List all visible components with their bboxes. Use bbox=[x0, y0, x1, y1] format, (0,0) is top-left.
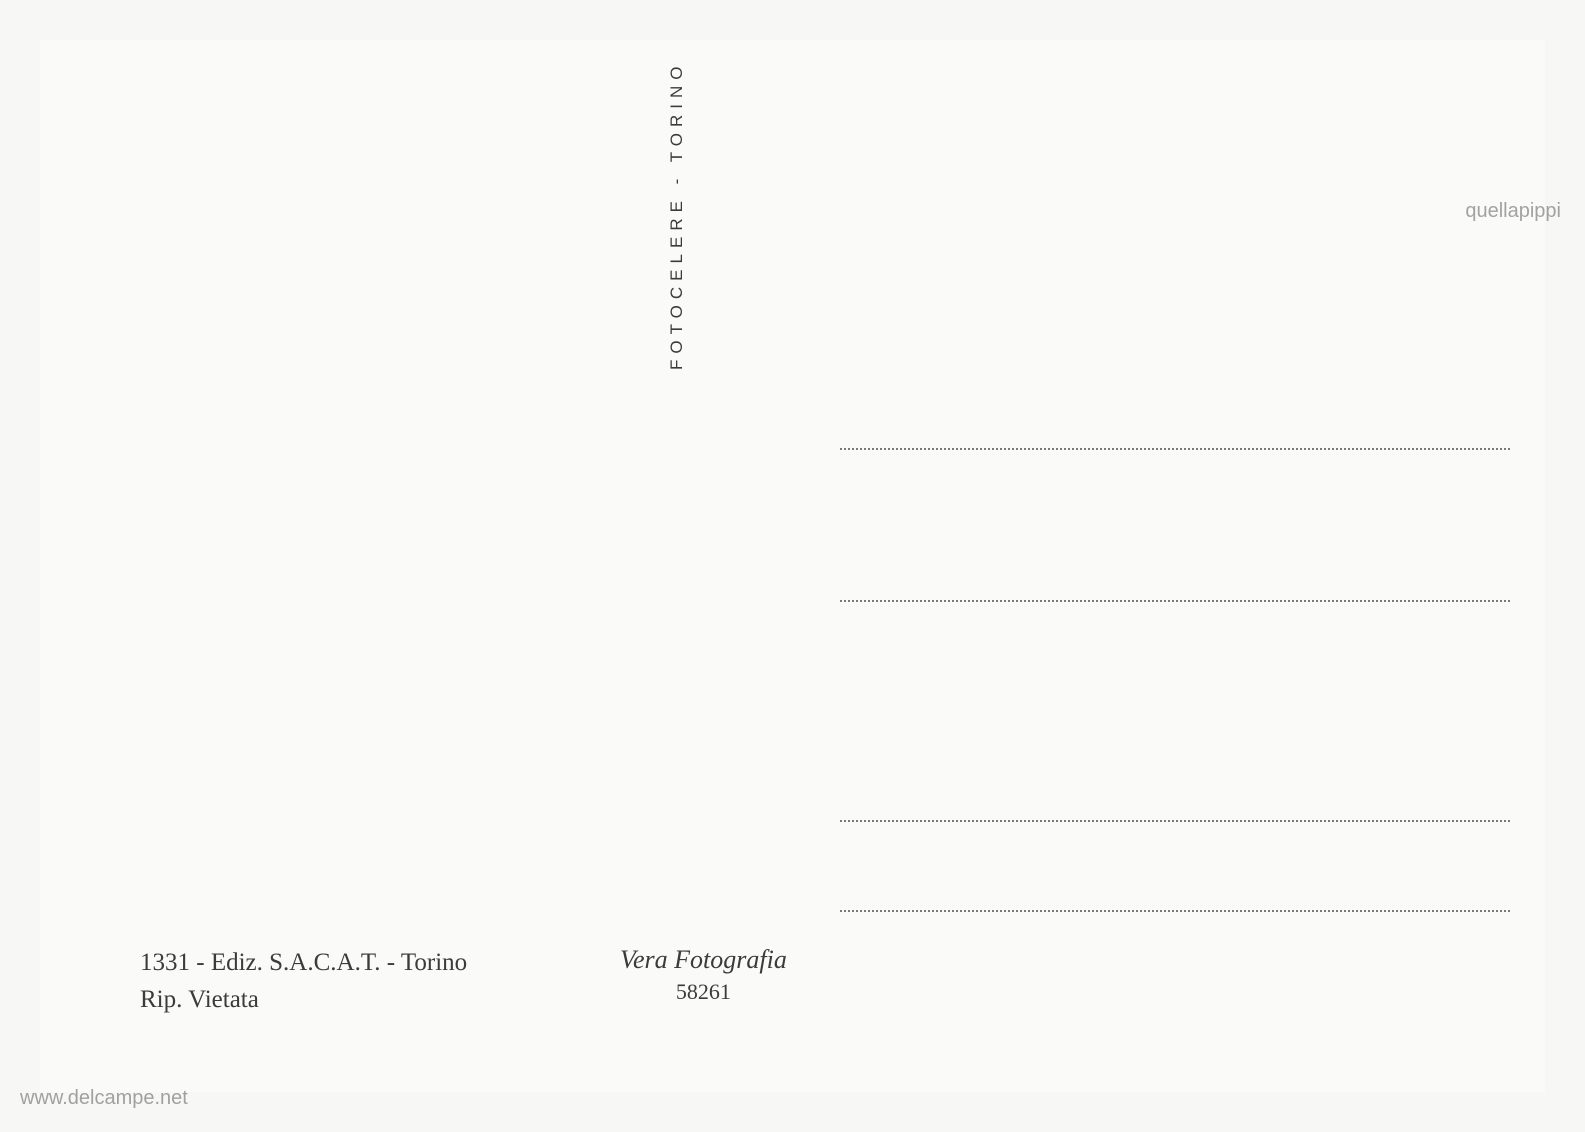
reproduction-line: Rip. Vietata bbox=[140, 982, 467, 1017]
postcard-back: FOTOCELERE - TORINO 1331 - Ediz. S.A.C.A… bbox=[40, 40, 1545, 1092]
address-line-4 bbox=[840, 910, 1510, 912]
watermark-user: quellapippi bbox=[1465, 200, 1561, 223]
photo-number: 58261 bbox=[620, 979, 787, 1005]
vera-fotografia-label: Vera Fotografia bbox=[620, 945, 787, 975]
address-line-3 bbox=[840, 820, 1510, 822]
watermark-site: www.delcampe.net bbox=[20, 1087, 188, 1110]
address-line-1 bbox=[840, 448, 1510, 450]
footer-center-block: Vera Fotografia 58261 bbox=[620, 945, 787, 1005]
address-line-2 bbox=[840, 600, 1510, 602]
edition-line: 1331 - Ediz. S.A.C.A.T. - Torino bbox=[140, 945, 467, 980]
footer-left-block: 1331 - Ediz. S.A.C.A.T. - Torino Rip. Vi… bbox=[140, 945, 467, 1017]
divider-publisher-text: FOTOCELERE - TORINO bbox=[667, 60, 687, 370]
